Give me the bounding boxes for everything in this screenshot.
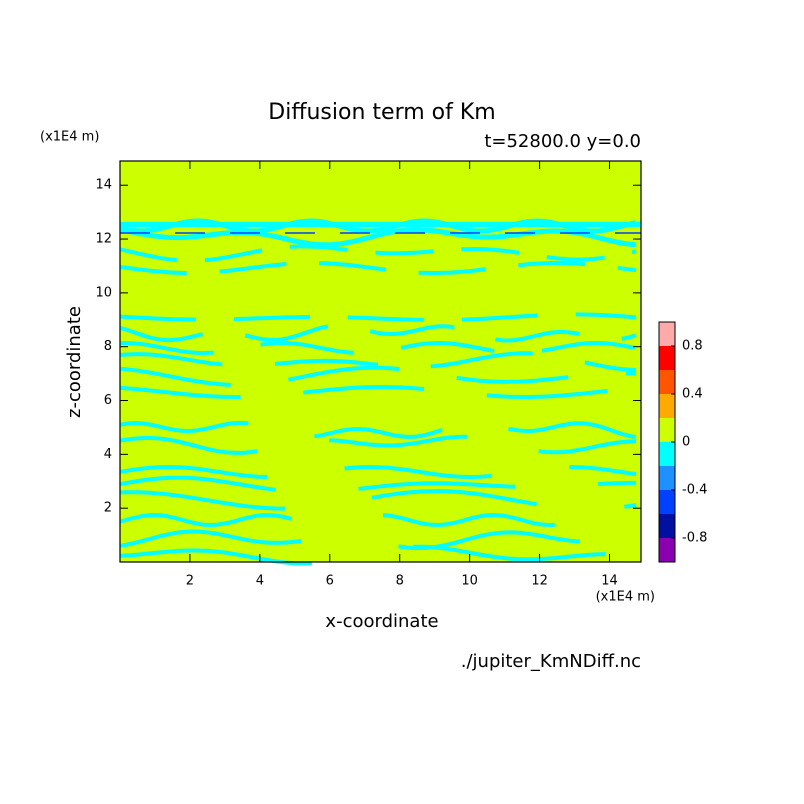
y-axis-label: z-coordinate xyxy=(64,306,85,418)
plot-frame xyxy=(119,160,642,563)
y-tick-label: 4 xyxy=(104,447,112,462)
field-band xyxy=(120,222,641,227)
chart-subtitle: t=52800.0 y=0.0 xyxy=(484,131,641,152)
colorbar-tick-label: -0.4 xyxy=(682,483,707,498)
field-band xyxy=(119,227,637,248)
field-band xyxy=(119,323,637,343)
x-unit: (x1E4 m) xyxy=(596,590,655,605)
field-band xyxy=(119,420,637,440)
field-band xyxy=(119,475,636,494)
colorbar-cell xyxy=(659,466,675,490)
colorbar-cell xyxy=(659,418,675,442)
field-band xyxy=(119,464,637,480)
field-band xyxy=(119,260,637,275)
field-band xyxy=(119,312,637,322)
x-axis-label: x-coordinate xyxy=(325,611,438,632)
field-band xyxy=(119,488,637,511)
field-band xyxy=(119,529,637,551)
y-tick-label: 12 xyxy=(95,232,112,247)
chart-title: Diffusion term of Km xyxy=(268,100,495,125)
colorbar-tick-label: 0.8 xyxy=(682,339,703,354)
colorbar-cell xyxy=(659,514,675,538)
x-tick-label: 14 xyxy=(601,574,618,589)
x-tick-label: 12 xyxy=(531,574,548,589)
colorbar-cell xyxy=(659,346,675,370)
x-tick-label: 6 xyxy=(326,574,334,589)
y-tick-label: 6 xyxy=(104,393,112,408)
y-unit: (x1E4 m) xyxy=(40,130,99,145)
colorbar-cell xyxy=(659,370,675,394)
axes: 2 4 6 8 10 12 14 2 4 6 8 10 12 14 -0.8 -0.4 0 0.4 0.8 xyxy=(95,160,707,589)
field-band xyxy=(119,512,637,528)
source-label: ./jupiter_KmNDiff.nc xyxy=(461,651,641,672)
field-band xyxy=(119,385,637,399)
x-tick-label: 2 xyxy=(186,574,194,589)
x-tick-label: 4 xyxy=(256,574,264,589)
field-band xyxy=(119,365,636,387)
y-tick-label: 8 xyxy=(104,339,112,354)
contour-field xyxy=(119,161,641,566)
field-band xyxy=(119,244,637,263)
y-tick-label: 14 xyxy=(95,178,112,193)
field-band xyxy=(119,434,637,455)
x-tick-label: 8 xyxy=(396,574,404,589)
colorbar-cell xyxy=(659,442,675,466)
y-tick-label: 2 xyxy=(104,501,112,516)
colorbar-cell xyxy=(659,538,675,562)
colorbar-cell xyxy=(659,394,675,418)
colorbar-tick-label: 0 xyxy=(682,435,690,450)
colorbar-tick-label: 0.4 xyxy=(682,387,703,402)
colorbar-cell xyxy=(659,490,675,514)
colorbar-cell xyxy=(659,322,675,346)
field-band xyxy=(119,340,637,356)
field-band xyxy=(119,544,637,566)
x-tick-label: 10 xyxy=(461,574,478,589)
field-band xyxy=(119,351,637,372)
y-tick-label: 10 xyxy=(95,285,112,300)
colorbar-tick-label: -0.8 xyxy=(682,531,707,546)
